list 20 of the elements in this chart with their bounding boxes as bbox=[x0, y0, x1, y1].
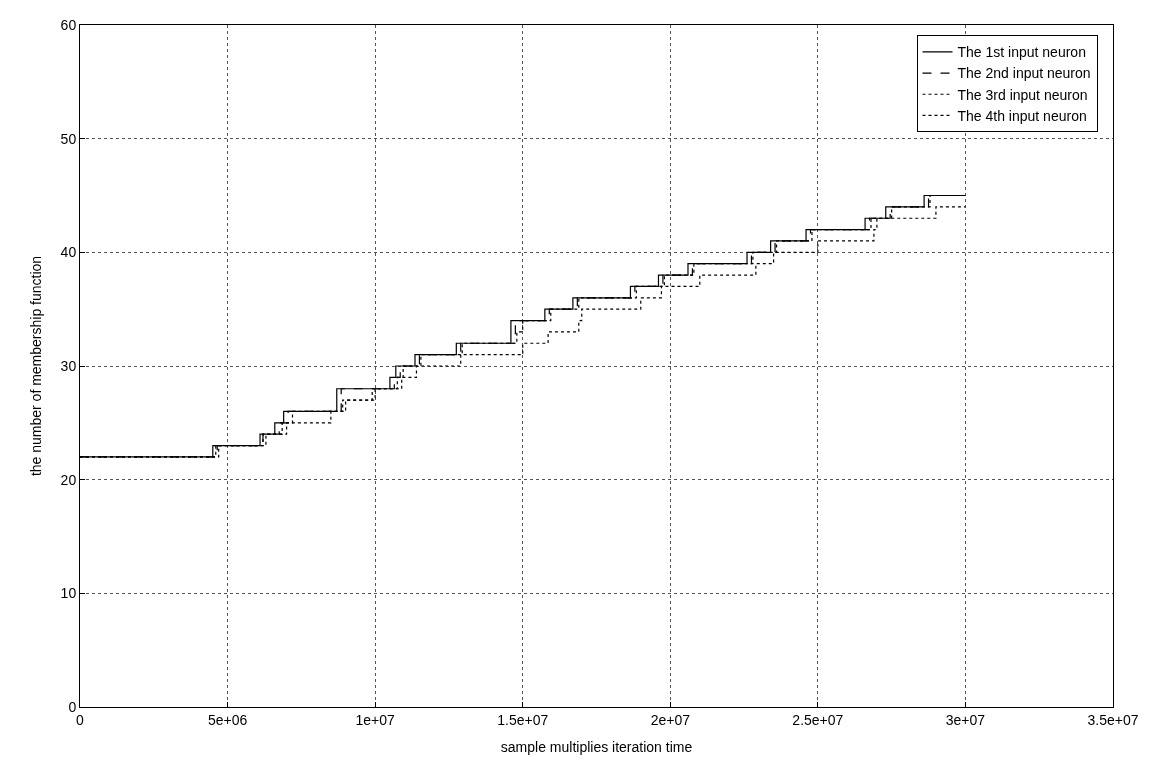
x-tick-label: 2e+07 bbox=[650, 711, 691, 728]
x-tick-label: 3.5e+07 bbox=[1087, 711, 1139, 728]
y-tick-label: 40 bbox=[60, 244, 77, 261]
y-tick-label: 10 bbox=[60, 585, 77, 602]
legend-label: The 4th input neuron bbox=[957, 107, 1087, 124]
x-tick-label: 1e+07 bbox=[355, 711, 396, 728]
y-tick-label: 0 bbox=[68, 698, 77, 715]
y-tick-label: 20 bbox=[60, 471, 77, 488]
y-tick-label: 60 bbox=[60, 16, 77, 33]
x-tick-label: 3e+07 bbox=[945, 711, 986, 728]
x-tick-label: 2.5e+07 bbox=[792, 711, 844, 728]
x-tick-label: 5e+06 bbox=[207, 711, 248, 728]
x-axis-title: sample multiplies iteration time bbox=[500, 739, 693, 756]
y-tick-label: 30 bbox=[60, 357, 77, 374]
x-tick-label: 1.5e+07 bbox=[497, 711, 549, 728]
legend-label: The 1st input neuron bbox=[957, 44, 1086, 61]
y-tick-label: 50 bbox=[60, 130, 77, 147]
legend-label: The 3rd input neuron bbox=[957, 86, 1088, 103]
legend-label: The 2nd input neuron bbox=[957, 65, 1091, 82]
y-axis-title: the number of membership function bbox=[28, 255, 45, 477]
